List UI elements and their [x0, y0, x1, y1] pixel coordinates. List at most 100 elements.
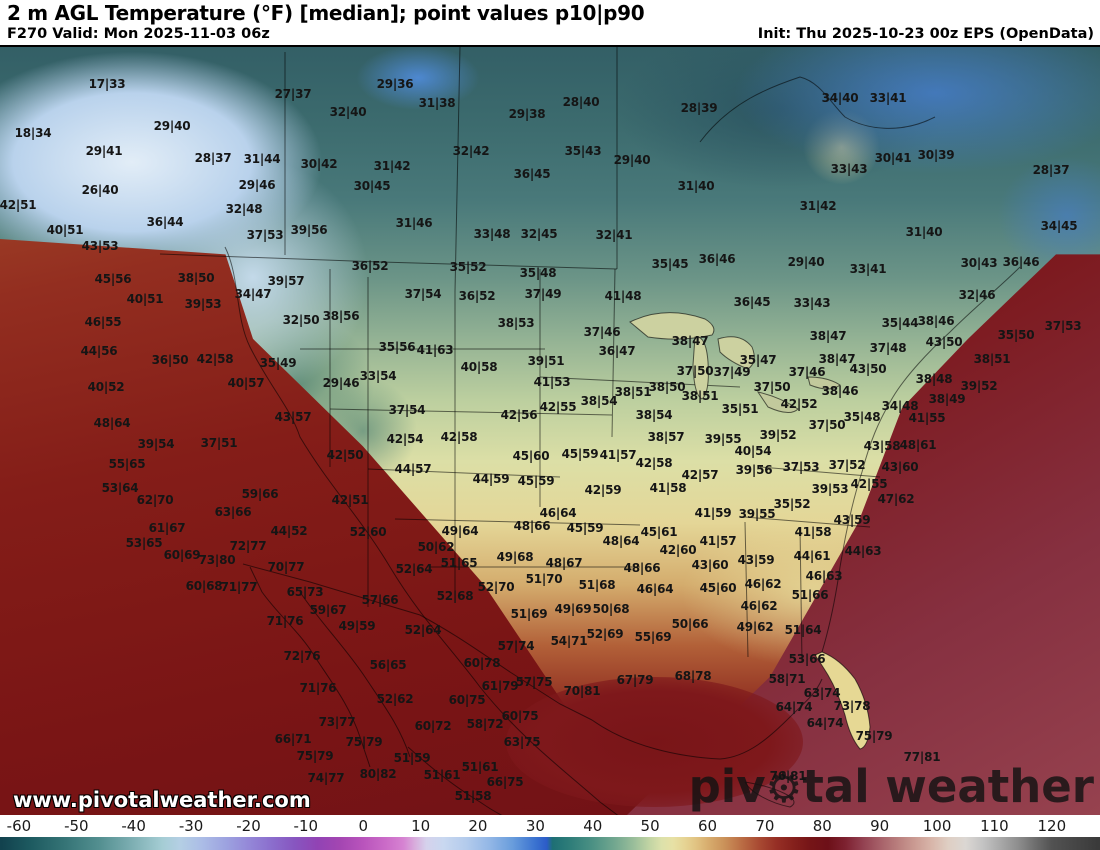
title-bar: 2 m AGL Temperature (°F) [median]; point… [0, 0, 1100, 45]
point-value: 36|45 [513, 167, 551, 181]
point-value: 41|63 [416, 343, 454, 357]
point-value: 35|45 [651, 257, 689, 271]
point-value: 61|79 [481, 679, 519, 693]
point-value: 51|68 [578, 578, 616, 592]
point-value: 55|69 [634, 630, 672, 644]
point-value: 37|51 [200, 436, 238, 450]
colorbar-tick: 40 [583, 817, 603, 835]
point-value: 60|75 [501, 709, 539, 723]
point-value: 40|54 [734, 444, 772, 458]
point-value: 76|81 [769, 769, 807, 783]
colorbar-tick: 50 [640, 817, 660, 835]
point-value: 50|62 [417, 540, 455, 554]
weather-map: 17|33 27|37 18|34 29|40 29|41 28|37 31|44 30|42… [0, 45, 1100, 815]
point-value: 33|43 [793, 296, 831, 310]
point-value: 38|53 [497, 316, 535, 330]
point-value: 51|61 [461, 760, 499, 774]
point-value: 39|52 [759, 428, 797, 442]
point-value: 42|56 [500, 408, 538, 422]
point-value: 30|45 [353, 179, 391, 193]
point-value: 51|58 [454, 789, 492, 803]
point-value: 60|78 [463, 656, 501, 670]
colorbar-tick: -40 [121, 817, 146, 835]
point-value: 39|55 [704, 432, 742, 446]
point-value: 34|48 [881, 399, 919, 413]
point-value: 71|76 [266, 614, 304, 628]
point-value: 39|52 [960, 379, 998, 393]
point-value: 38|54 [580, 394, 618, 408]
point-value: 59|67 [309, 603, 347, 617]
point-value: 64|74 [806, 716, 844, 730]
point-value: 48|67 [545, 556, 583, 570]
point-value: 29|46 [238, 178, 276, 192]
point-value: 38|47 [818, 352, 856, 366]
point-value: 29|38 [508, 107, 546, 121]
point-value: 31|38 [418, 96, 456, 110]
point-value: 75|79 [855, 729, 893, 743]
colorbar-tick: 70 [755, 817, 775, 835]
point-value: 35|48 [843, 410, 881, 424]
point-value: 42|55 [850, 477, 888, 491]
point-value: 50|66 [671, 617, 709, 631]
point-value: 51|66 [791, 588, 829, 602]
point-value: 53|66 [788, 652, 826, 666]
point-value: 44|63 [844, 544, 882, 558]
point-value: 38|57 [647, 430, 685, 444]
point-value: 39|54 [137, 437, 175, 451]
point-value: 72|76 [283, 649, 321, 663]
point-value: 32|45 [520, 227, 558, 241]
point-value: 43|60 [691, 558, 729, 572]
point-value: 36|46 [698, 252, 736, 266]
point-value: 27|37 [274, 87, 312, 101]
point-value: 42|52 [780, 397, 818, 411]
gulf-of-mexico-field [506, 676, 803, 808]
point-value: 48|61 [899, 438, 937, 452]
point-value: 32|41 [595, 228, 633, 242]
point-value: 55|65 [108, 457, 146, 471]
map-title: 2 m AGL Temperature (°F) [median]; point… [7, 1, 645, 25]
point-value: 28|37 [194, 151, 232, 165]
point-value: 60|69 [163, 548, 201, 562]
brand-suffix: tal weather [802, 760, 1094, 813]
point-value: 57|75 [515, 675, 553, 689]
point-value: 33|43 [830, 162, 868, 176]
point-value: 31|44 [243, 152, 281, 166]
point-value: 60|72 [414, 719, 452, 733]
point-value: 46|64 [636, 582, 674, 596]
point-value: 43|50 [925, 335, 963, 349]
point-value: 37|49 [524, 287, 562, 301]
point-value: 29|40 [153, 119, 191, 133]
point-value: 43|53 [81, 239, 119, 253]
point-value: 57|74 [497, 639, 535, 653]
point-value: 37|50 [753, 380, 791, 394]
brand-prefix: piv [688, 760, 766, 813]
points-layer: 17|33 27|37 18|34 29|40 29|41 28|37 31|44 30|42… [0, 47, 1100, 815]
point-value: 49|59 [338, 619, 376, 633]
point-value: 43|50 [849, 362, 887, 376]
borders-overlay [159, 47, 1021, 815]
point-value: 52|69 [586, 627, 624, 641]
point-value: 29|40 [787, 255, 825, 269]
colorbar-tick: 80 [812, 817, 832, 835]
point-value: 31|46 [395, 216, 433, 230]
point-value: 62|70 [136, 493, 174, 507]
point-value: 36|44 [146, 215, 184, 229]
point-value: 49|64 [441, 524, 479, 538]
point-value: 37|46 [583, 325, 621, 339]
colorbar-tick: 90 [870, 817, 890, 835]
point-value: 39|56 [290, 223, 328, 237]
point-value: 35|43 [564, 144, 602, 158]
point-value: 48|64 [602, 534, 640, 548]
point-value: 40|52 [87, 380, 125, 394]
colorbar-tick: -30 [178, 817, 204, 835]
point-value: 63|75 [503, 735, 541, 749]
point-value: 32|46 [958, 288, 996, 302]
point-value: 71|77 [220, 580, 258, 594]
site-watermark: www.pivotalweather.com [13, 788, 311, 812]
point-value: 48|64 [93, 416, 131, 430]
point-value: 43|57 [274, 410, 312, 424]
point-value: 45|56 [94, 272, 132, 286]
point-value: 53|64 [101, 481, 139, 495]
point-value: 77|81 [903, 750, 941, 764]
point-value: 45|59 [517, 474, 555, 488]
